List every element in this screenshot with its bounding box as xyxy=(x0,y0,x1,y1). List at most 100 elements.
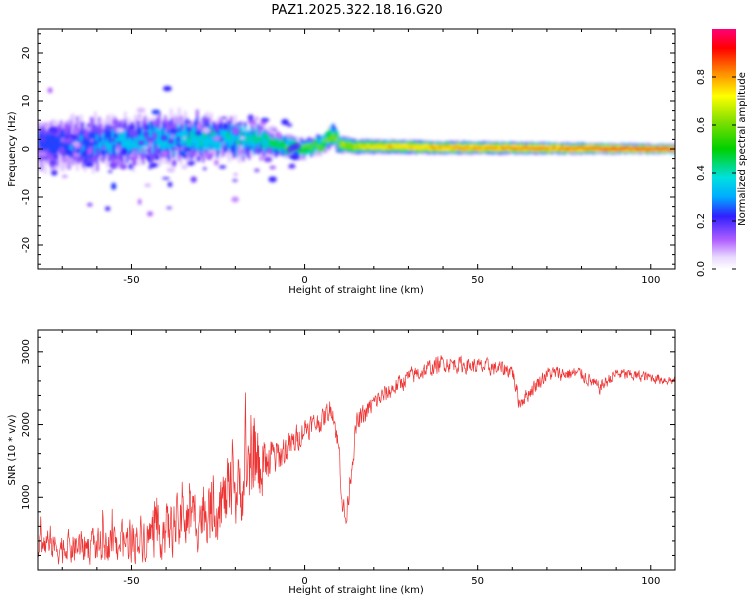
spectrogram-cell xyxy=(176,124,179,141)
spectrogram-cell xyxy=(412,144,415,149)
colorbar-ticks: 0.0 0.2 0.4 0.6 0.8 xyxy=(696,69,736,277)
spectrogram-cell xyxy=(320,136,323,149)
spectrogram-cell xyxy=(324,138,327,142)
spectrogram-speckle xyxy=(109,161,118,169)
spectrogram-cell xyxy=(300,145,303,154)
spectrogram-cell xyxy=(642,147,645,150)
spectrogram-xtick-label: -50 xyxy=(123,275,139,286)
spectrogram-cell xyxy=(334,135,337,141)
spectrogram-cell xyxy=(550,145,553,151)
spectrogram-cell xyxy=(554,146,557,152)
spectrogram-cell xyxy=(162,138,165,154)
spectrogram-cell xyxy=(200,130,203,146)
spectrogram-cell xyxy=(672,148,675,151)
spectrogram-cell xyxy=(518,148,521,151)
spectrogram-cell xyxy=(152,133,155,154)
spectrogram-cell xyxy=(438,146,441,149)
spectrogram-cell xyxy=(288,139,291,150)
spectrogram-cell xyxy=(228,133,231,140)
spectrogram-cell xyxy=(254,132,257,140)
spectrogram-speckle xyxy=(249,122,257,126)
spectrogram-cell xyxy=(396,144,399,149)
spectrogram-cell xyxy=(248,134,251,139)
spectrogram-cell xyxy=(472,144,475,150)
spectrogram-cell xyxy=(252,135,255,154)
spectrogram-cell xyxy=(570,147,573,152)
spectrogram-cell xyxy=(548,146,551,150)
spectrogram-x-axis: -50 0 50 100 xyxy=(61,29,660,286)
spectrogram-speckle xyxy=(131,148,140,153)
spectrogram-cell xyxy=(204,135,207,150)
spectrogram-cell xyxy=(306,143,309,147)
spectrogram-panel: -50 0 50 100 -20 -10 0 10 20 Height of straight… xyxy=(7,28,676,296)
spectrogram-cell xyxy=(558,148,561,151)
spectrogram-cell xyxy=(132,141,135,154)
spectrogram-cell xyxy=(568,148,571,151)
spectrogram-cell xyxy=(292,139,295,149)
spectrogram-cell xyxy=(388,145,391,150)
spectrogram-cell xyxy=(370,145,373,150)
spectrogram-cell xyxy=(544,146,547,149)
spectrogram-cell xyxy=(622,147,625,149)
spectrogram-cell xyxy=(100,142,103,150)
spectrogram-cell xyxy=(572,148,575,151)
spectrogram-cell xyxy=(628,147,631,150)
spectrogram-cell xyxy=(508,147,511,149)
spectrogram-cell xyxy=(102,135,105,157)
spectrogram-cell xyxy=(132,122,135,150)
spectrogram-cell xyxy=(560,147,563,151)
spectrogram-cell xyxy=(324,139,327,149)
spectrogram-speckle xyxy=(149,162,158,168)
spectrogram-cell xyxy=(258,135,261,141)
spectrogram-cell xyxy=(460,147,463,150)
spectrogram-cell xyxy=(594,147,597,150)
spectrogram-cell xyxy=(320,145,323,149)
spectrogram-cell xyxy=(256,126,259,145)
spectrogram-cell xyxy=(202,135,205,154)
spectrogram-cell xyxy=(446,146,449,151)
spectrogram-cell xyxy=(614,148,617,152)
spectrogram-speckle xyxy=(86,202,93,207)
spectrogram-cell xyxy=(404,144,407,149)
spectrogram-cell xyxy=(196,134,199,139)
spectrogram-cell xyxy=(212,132,215,150)
spectrogram-cell xyxy=(272,139,275,148)
spectrogram-cell xyxy=(106,138,109,151)
spectrogram-ytick-label: 20 xyxy=(21,47,32,60)
spectrogram-speckle xyxy=(161,177,170,180)
spectrogram-cell xyxy=(526,146,529,149)
spectrogram-speckle xyxy=(195,130,203,136)
spectrogram-cell xyxy=(306,146,309,154)
spectrogram-speckle xyxy=(233,173,238,176)
spectrogram-cell xyxy=(600,147,603,151)
spectrogram-speckle xyxy=(59,146,65,154)
spectrogram-cell xyxy=(184,122,187,144)
spectrogram-cell xyxy=(444,145,447,151)
spectrogram-cell xyxy=(302,144,305,148)
spectrogram-cell xyxy=(232,124,235,145)
spectrogram-cell xyxy=(156,128,159,145)
spectrogram-cell xyxy=(286,145,289,149)
snr-panel: -50 0 50 100 1000 2000 3000 Height of straigh… xyxy=(7,329,676,596)
spectrogram-cell xyxy=(290,137,293,151)
spectrogram-speckle xyxy=(269,165,276,170)
spectrogram-cell xyxy=(246,130,249,144)
spectrogram-cell xyxy=(414,145,417,151)
spectrogram-cell xyxy=(310,147,313,150)
spectrogram-speckle xyxy=(231,196,239,203)
spectrogram-speckle xyxy=(206,155,213,160)
spectrogram-cell xyxy=(154,131,157,159)
spectrogram-cell xyxy=(558,145,561,151)
spectrogram-speckle xyxy=(100,157,105,161)
spectrogram-cell xyxy=(318,146,321,150)
spectrogram-speckle xyxy=(236,150,244,156)
spectrogram-cell xyxy=(482,146,485,151)
spectrogram-speckle xyxy=(281,119,289,126)
spectrogram-cell xyxy=(546,148,549,150)
spectrogram-cell xyxy=(586,147,589,150)
spectrogram-cell xyxy=(476,147,479,150)
spectrogram-cell xyxy=(330,136,333,141)
spectrogram-cell xyxy=(88,132,91,158)
spectrogram-cell xyxy=(210,125,213,146)
spectrogram-cell xyxy=(464,147,467,150)
